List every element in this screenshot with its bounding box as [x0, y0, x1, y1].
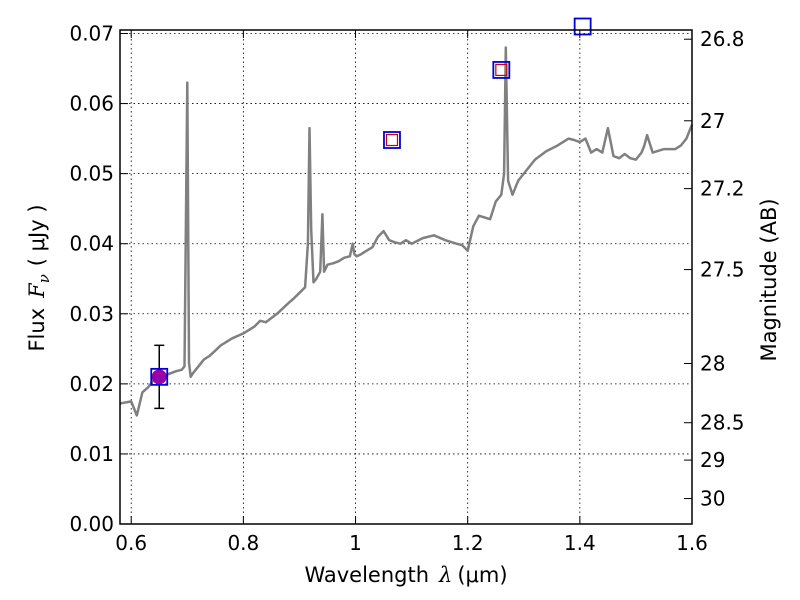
y-axis-label: FluxFν( μJy ) [25, 204, 53, 351]
photometry-point [151, 369, 167, 385]
grid-lines [120, 30, 693, 525]
photometry-point [495, 63, 508, 77]
spectrum-line [119, 46, 694, 417]
x-axis-label: Wavelength λ (μm) [304, 563, 507, 587]
y-tick-label: 0.07 [69, 22, 114, 46]
data-points [150, 17, 592, 410]
x-tick-label: 1.6 [676, 531, 708, 555]
model-point [492, 61, 511, 79]
mag-tick-label: 27.5 [700, 258, 745, 282]
x-tick-label: 1.4 [564, 531, 596, 555]
x-tick-label: 0.6 [115, 531, 147, 555]
mag-tick-label: 28 [700, 351, 725, 375]
model-point [150, 367, 169, 386]
mag-tick-label: 26.8 [700, 27, 745, 51]
y-tick-label: 0.04 [69, 232, 114, 256]
model-point [573, 17, 592, 36]
model-point [383, 131, 401, 149]
y-tick-label: 0.02 [69, 372, 114, 396]
mag-tick-label: 27 [700, 109, 725, 133]
y-tick-label: 0.05 [69, 162, 114, 186]
x-tick-label: 1 [349, 531, 362, 555]
x-tick-label: 1.2 [452, 531, 484, 555]
photometry-point [385, 133, 399, 147]
mag-tick-label: 28.5 [700, 411, 745, 435]
spectrum-series [119, 46, 694, 417]
y2-axis-label: Magnitude (AB) [757, 198, 781, 361]
y-tick-label: 0.03 [69, 302, 114, 326]
axis-ticks: 0.6 0.8 1 1.2 1.4 1.6 0.00 0.01 0.02 0.03 0.04 0.05… [69, 22, 744, 555]
plot-frame [119, 29, 693, 525]
y-tick-label: 0.01 [69, 442, 114, 466]
mag-tick-label: 30 [700, 487, 725, 511]
x-tick-label: 0.8 [227, 531, 259, 555]
mag-tick-label: 27.2 [700, 177, 745, 201]
y-tick-label: 0.06 [69, 92, 114, 116]
mag-tick-label: 29 [700, 448, 725, 472]
y-tick-label: 0.00 [69, 512, 114, 536]
